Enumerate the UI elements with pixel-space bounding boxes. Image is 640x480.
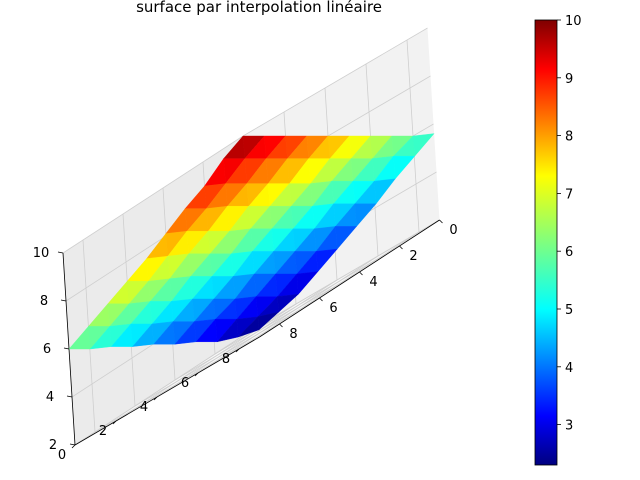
- colorbar: [534, 19, 558, 466]
- y-tick-label: 2: [99, 424, 107, 439]
- gridline-z-wall-x: [242, 27, 428, 137]
- z-tick-label: 10: [33, 246, 50, 261]
- x-tick-label: 8: [289, 327, 297, 342]
- gridline-z-wall-y: [74, 327, 256, 446]
- x-tick-label: 6: [329, 301, 337, 316]
- y-tick-label: 4: [140, 400, 148, 415]
- gridline-x-floor: [94, 323, 280, 433]
- x-tick-label: 2: [409, 249, 417, 264]
- x-tick-label: 4: [369, 275, 377, 290]
- x-tick-mark: [359, 271, 363, 276]
- z-tick-mark: [69, 443, 76, 446]
- x-tick-label: 0: [449, 223, 457, 238]
- colorbar-ticks: 3 4 5 6 7 8 9 10: [557, 14, 582, 434]
- surface-mesh: [68, 133, 435, 350]
- y-tick-mark: [71, 444, 76, 449]
- gridline-y-floor: [197, 255, 379, 374]
- colorbar-tick-label: 7: [565, 187, 573, 202]
- x-axis-line: [259, 219, 440, 338]
- surface-facet: [257, 311, 280, 331]
- gridline-z-wall-y: [62, 135, 244, 254]
- surface-facet: [315, 248, 338, 273]
- y-tick-label: 6: [181, 376, 189, 391]
- y-tick-mark: [235, 348, 240, 353]
- surface-facet: [354, 203, 377, 227]
- surface-facet: [393, 155, 416, 180]
- y-tick-mark: [153, 396, 158, 401]
- colorbar-tick-label: 10: [565, 14, 582, 29]
- gridline-y-floor: [238, 231, 420, 350]
- x-tick-mark: [279, 323, 283, 328]
- x-tick-mark: [439, 219, 443, 224]
- gridline-x-floor: [214, 245, 400, 355]
- y-tick-mark: [112, 420, 117, 425]
- z-tick-mark: [60, 299, 67, 302]
- gridline-y-floor: [156, 279, 338, 398]
- gridline-x-floor: [134, 297, 320, 407]
- z-tick-mark: [63, 347, 70, 350]
- x-tick-mark: [319, 297, 323, 302]
- z-tick-label: 2: [49, 438, 57, 453]
- x-tick-mark: [399, 245, 403, 250]
- chart-title: surface par interpolation linéaire: [136, 0, 382, 16]
- surface-facet: [335, 226, 358, 250]
- colorbar-tick-label: 8: [565, 130, 573, 145]
- gridline-z-wall-x: [254, 219, 440, 329]
- surface-facet: [373, 178, 396, 205]
- colorbar-tick-label: 6: [565, 245, 573, 260]
- surface-facet: [277, 293, 299, 313]
- y-axis-line: [74, 336, 260, 446]
- colorbar-tick-label: 9: [565, 72, 573, 87]
- colorbar-tick-label: 4: [565, 361, 573, 376]
- y-tick-label: 8: [222, 352, 230, 367]
- surface-facet: [412, 133, 435, 157]
- gridline-x-floor: [174, 271, 360, 381]
- colorbar-tick-label: 3: [565, 419, 573, 434]
- z-tick-mark: [57, 251, 64, 254]
- y-tick-mark: [194, 372, 199, 377]
- y-tick-label: 0: [58, 448, 66, 463]
- z-tick-mark: [66, 395, 73, 398]
- z-tick-label: 6: [43, 342, 51, 357]
- z-tick-label: 8: [40, 294, 48, 309]
- z-tick-label: 4: [46, 390, 54, 405]
- colorbar-tick-label: 5: [565, 303, 573, 318]
